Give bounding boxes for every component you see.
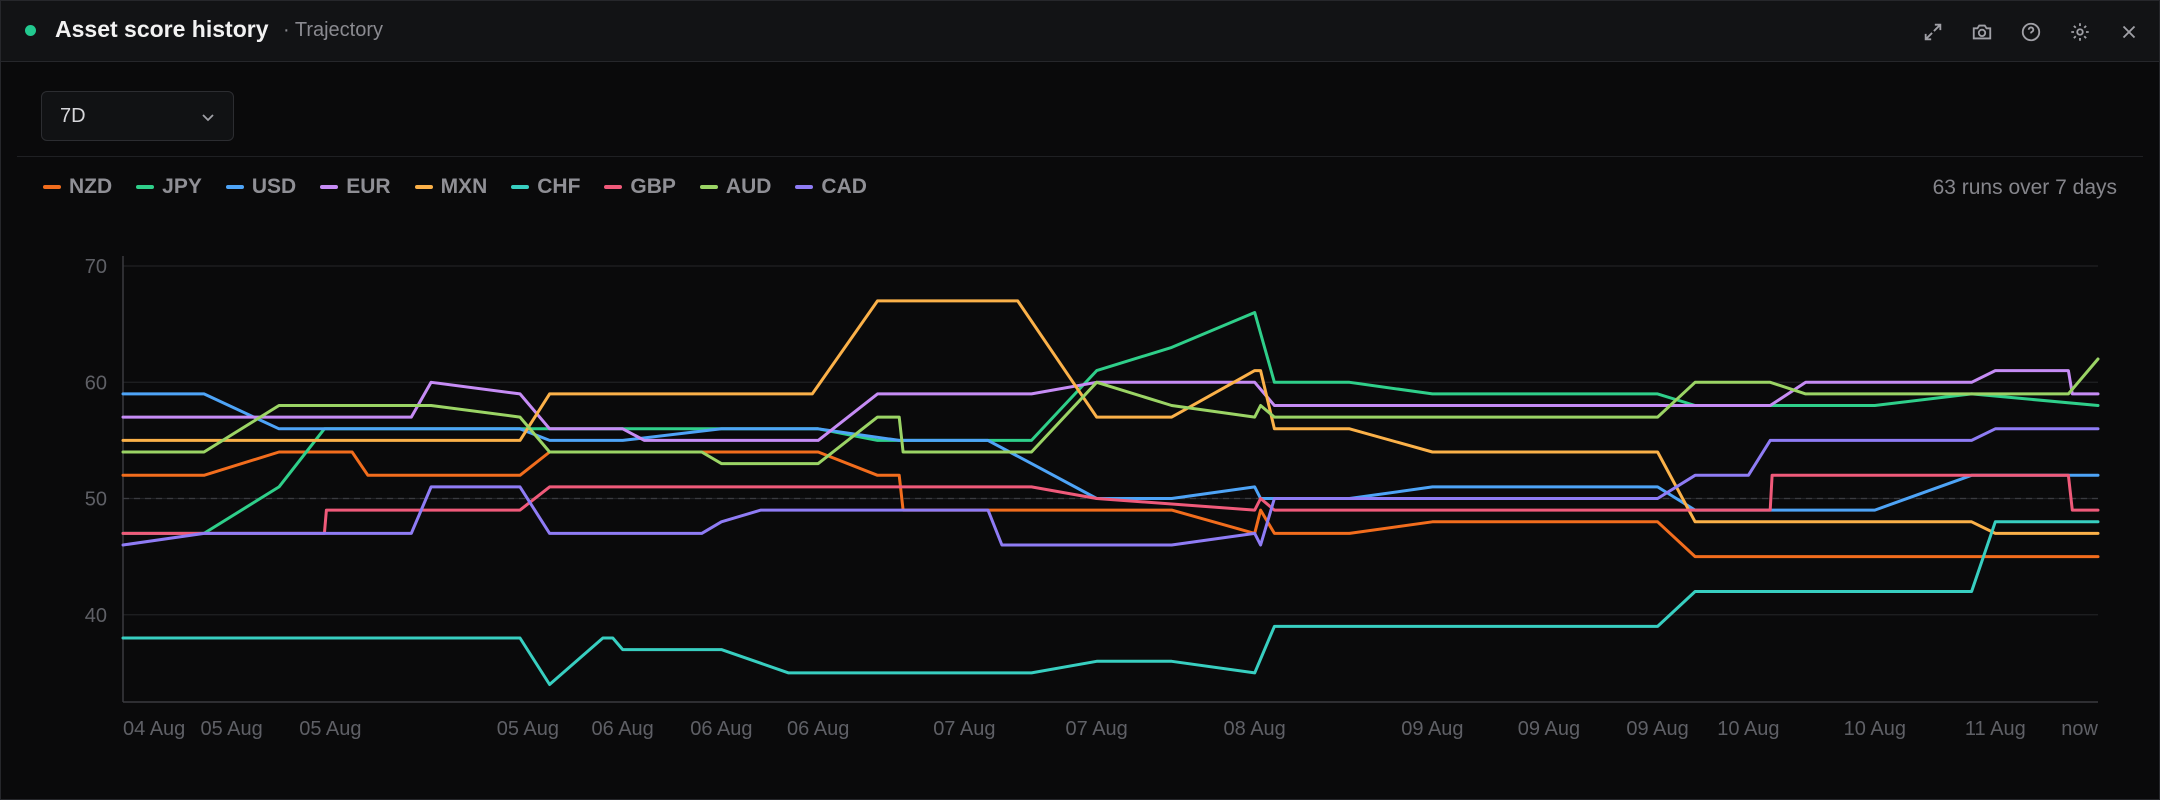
status-dot [25,25,36,36]
legend-label: CAD [821,175,867,198]
legend-item-usd[interactable]: USD [225,175,297,199]
legend-swatch [320,185,339,189]
legend-label: MXN [440,175,488,198]
legend-label: EUR [346,175,391,198]
x-tick-label: 07 Aug [933,718,995,740]
divider [17,156,2143,157]
close-icon[interactable] [2112,15,2145,48]
series-line-cad [121,427,2100,547]
series-line-chf [121,520,2100,686]
legend-item-gbp[interactable]: GBP [604,175,676,199]
series-line-nzd [121,450,2100,559]
legend-item-mxn[interactable]: MXN [414,175,488,199]
legend-swatch [511,185,530,189]
x-tick-label: 09 Aug [1626,718,1688,740]
series-line-gbp [121,473,2100,535]
chart-legend: NZD JPY USD EUR MXN CHF GBP AUD CAD [43,175,867,199]
help-icon[interactable] [2014,15,2047,48]
series-line-aud [121,357,2100,466]
legend-item-eur[interactable]: EUR [320,175,391,199]
legend-item-jpy[interactable]: JPY [136,175,202,199]
series-line-usd [121,392,2100,512]
legend-label: NZD [69,175,113,198]
y-tick-label: 60 [85,372,107,394]
legend-item-cad[interactable]: CAD [795,175,867,199]
x-tick-label: 10 Aug [1844,718,1906,740]
x-tick-label: 08 Aug [1224,718,1286,740]
x-tick-label: 04 Aug [123,718,185,740]
x-tick-label: 09 Aug [1518,718,1580,740]
panel-title: Asset score history [55,16,269,42]
y-tick-label: 70 [85,256,107,278]
x-tick-label: now [2061,718,2098,740]
runs-summary: 63 runs over 7 days [1932,176,2117,199]
legend-swatch [604,185,623,189]
legend-item-nzd[interactable]: NZD [43,175,112,199]
x-tick-label: 06 Aug [787,718,849,740]
legend-label: USD [251,175,297,198]
x-tick-label: 11 Aug [1965,718,2026,740]
x-tick-label: 05 Aug [200,718,262,740]
legend-label: JPY [162,175,202,198]
x-tick-label: 05 Aug [497,718,559,740]
legend-swatch [225,185,244,189]
expand-icon[interactable] [1916,15,1949,48]
range-select-value: 7D [60,105,86,127]
legend-swatch [795,185,814,189]
x-tick-label: 09 Aug [1401,718,1463,740]
panel-subtitle: · Trajectory [283,19,384,41]
chevron-down-icon [202,114,214,122]
x-tick-label: 06 Aug [592,718,654,740]
legend-item-aud[interactable]: AUD [699,175,772,199]
legend-swatch [136,185,155,189]
x-tick-label: 05 Aug [299,718,361,740]
x-tick-label: 06 Aug [690,718,752,740]
legend-label: CHF [537,175,581,198]
legend-label: GBP [630,175,676,198]
legend-swatch [699,185,718,189]
legend-swatch [43,185,61,189]
y-tick-label: 50 [85,489,107,511]
panel-header: Asset score history · Trajectory [1,1,2159,62]
x-tick-label: 10 Aug [1717,718,1779,740]
series-line-eur [121,369,2100,442]
range-select[interactable]: 7D [41,91,234,141]
series-line-mxn [121,299,2100,535]
y-tick-label: 40 [85,605,107,627]
legend-swatch [414,185,433,189]
x-tick-label: 07 Aug [1066,718,1128,740]
settings-icon[interactable] [2063,15,2096,48]
camera-icon[interactable] [1965,15,1998,48]
legend-label: AUD [725,175,772,198]
legend-item-chf[interactable]: CHF [511,175,580,199]
